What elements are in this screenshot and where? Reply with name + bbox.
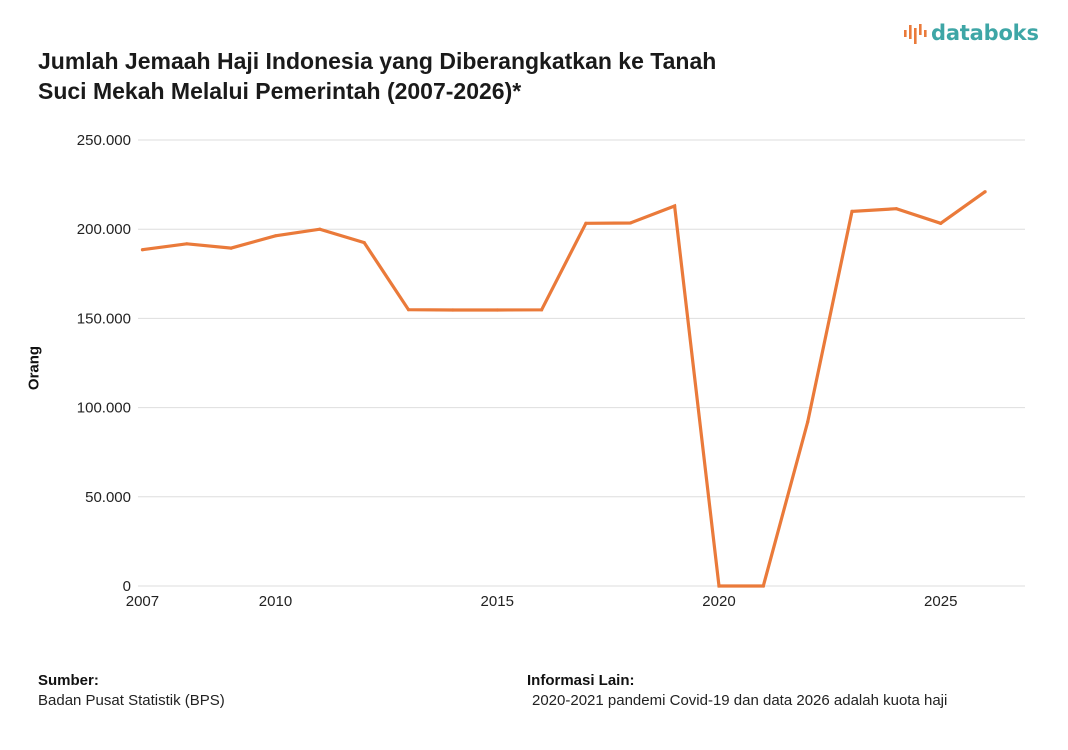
data-point: [628, 221, 632, 225]
chart-title-line-2: Suci Mekah Melalui Pemerintah (2007-2026…: [38, 78, 522, 104]
x-tick-label: 2010: [259, 593, 292, 610]
y-tick-label: 150.000: [77, 310, 131, 327]
x-tick-label: 2007: [126, 593, 159, 610]
y-tick-label: 100.000: [77, 400, 131, 417]
y-tick-label: 250.000: [77, 132, 131, 149]
data-point: [939, 221, 943, 225]
source-text: Badan Pusat Statistik (BPS): [38, 692, 225, 709]
data-point: [761, 584, 765, 588]
source-label: Sumber:: [38, 672, 99, 689]
data-point: [584, 221, 588, 225]
line-chart: 0 50.000 100.000 150.000 200.000 250.000 2007 2…: [77, 132, 1025, 610]
data-point: [140, 248, 145, 252]
x-tick-label: 2020: [702, 593, 735, 610]
y-tick-label: 0: [123, 578, 131, 595]
data-point: [362, 240, 366, 245]
data-point: [539, 308, 544, 312]
info-label: Informasi Lain:: [527, 672, 635, 689]
y-tick-label: 200.000: [77, 221, 131, 238]
data-point: [495, 308, 499, 312]
data-point: [894, 207, 898, 211]
data-point: [850, 209, 854, 213]
x-tick-label: 2015: [481, 593, 514, 610]
chart-title-line-1: Jumlah Jemaah Haji Indonesia yang Dibera…: [38, 48, 717, 74]
data-point: [806, 420, 810, 424]
data-point: [983, 190, 987, 194]
data-point: [318, 227, 322, 231]
databoks-bars-icon: [904, 24, 927, 44]
y-tick-label: 50.000: [85, 489, 131, 506]
series-line: [142, 190, 987, 588]
data-point: [185, 242, 189, 246]
data-point: [673, 204, 677, 208]
databoks-wordmark: databoks: [931, 21, 1039, 45]
data-point: [406, 308, 411, 312]
chart-title: Jumlah Jemaah Haji Indonesia yang Dibera…: [38, 46, 798, 106]
data-point: [717, 584, 721, 588]
databoks-logo: databoks: [903, 20, 1039, 46]
data-point: [229, 246, 233, 250]
data-point: [273, 234, 278, 238]
x-tick-label: 2025: [924, 593, 957, 610]
info-text: 2020-2021 pandemi Covid-19 dan data 2026…: [532, 692, 948, 709]
data-point: [451, 308, 455, 312]
